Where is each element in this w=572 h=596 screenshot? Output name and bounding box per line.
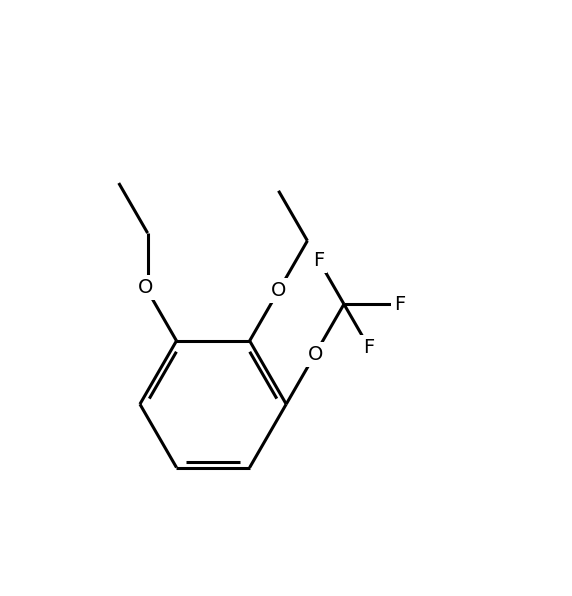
- Text: O: O: [138, 278, 153, 297]
- Text: F: F: [363, 338, 375, 357]
- Text: O: O: [307, 344, 323, 364]
- Text: F: F: [394, 294, 405, 313]
- Text: F: F: [313, 252, 324, 271]
- Text: O: O: [271, 281, 286, 300]
